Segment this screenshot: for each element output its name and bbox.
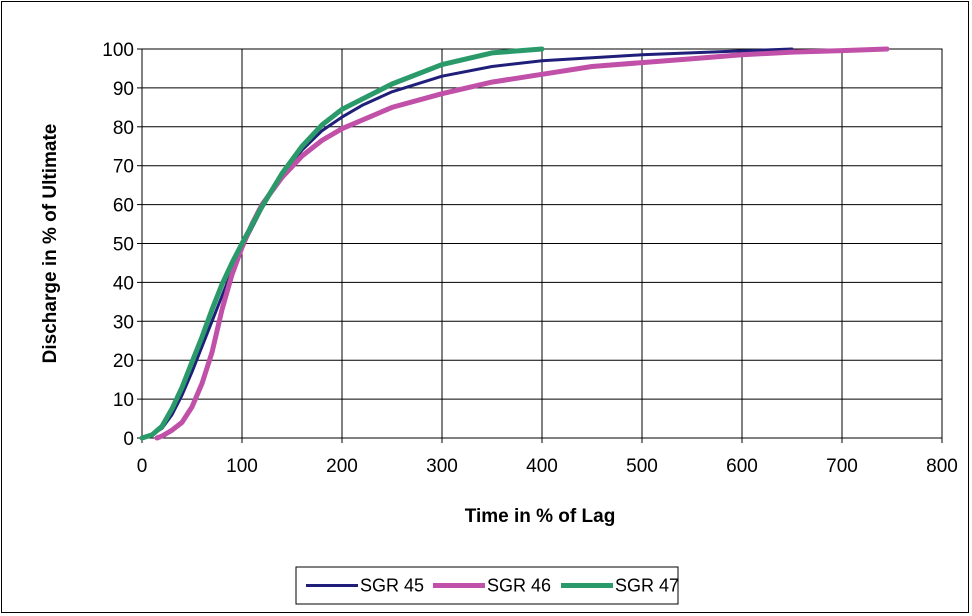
x-tick-label: 500: [626, 456, 658, 477]
x-tick-label: 800: [926, 456, 958, 477]
x-tick-label: 600: [726, 456, 758, 477]
series-line-sgr-46: [154, 46, 890, 441]
y-tick-label: 70: [113, 157, 134, 178]
legend-label: SGR 47: [615, 576, 679, 596]
x-tick-label: 100: [226, 456, 258, 477]
x-tick-label: 0: [137, 456, 148, 477]
y-tick-label: 20: [113, 351, 134, 372]
x-tick-label: 700: [826, 456, 858, 477]
y-tick-label: 0: [123, 429, 134, 450]
series-line-sgr-47: [139, 46, 545, 441]
y-axis-title: Discharge in % of Ultimate: [40, 124, 61, 364]
y-tick-label: 90: [113, 79, 134, 100]
y-tick-label: 100: [102, 40, 134, 61]
x-axis-title: Time in % of Lag: [465, 506, 616, 527]
y-tick-label: 40: [113, 273, 134, 294]
x-tick-label: 300: [426, 456, 458, 477]
legend-label: SGR 45: [360, 576, 424, 596]
y-tick-label: 80: [113, 118, 134, 139]
series-layer: [139, 46, 890, 441]
y-tick-label: 60: [113, 196, 134, 217]
y-tick-label: 50: [113, 235, 134, 256]
grid-lines: [141, 48, 943, 439]
x-tick-label: 400: [526, 456, 558, 477]
x-tick-label: 200: [326, 456, 358, 477]
legend: SGR 45 SGR 46 SGR 47: [295, 566, 679, 605]
x-axis-ticks: 0 100 200 300 400 500 600 700 800: [137, 438, 958, 477]
legend-box: [295, 566, 679, 605]
y-tick-label: 30: [113, 312, 134, 333]
legend-label: SGR 46: [487, 576, 551, 596]
y-tick-label: 10: [113, 390, 134, 411]
y-axis-ticks: 0 10 20 30 40 50 60 70 80 90 100: [102, 40, 142, 450]
